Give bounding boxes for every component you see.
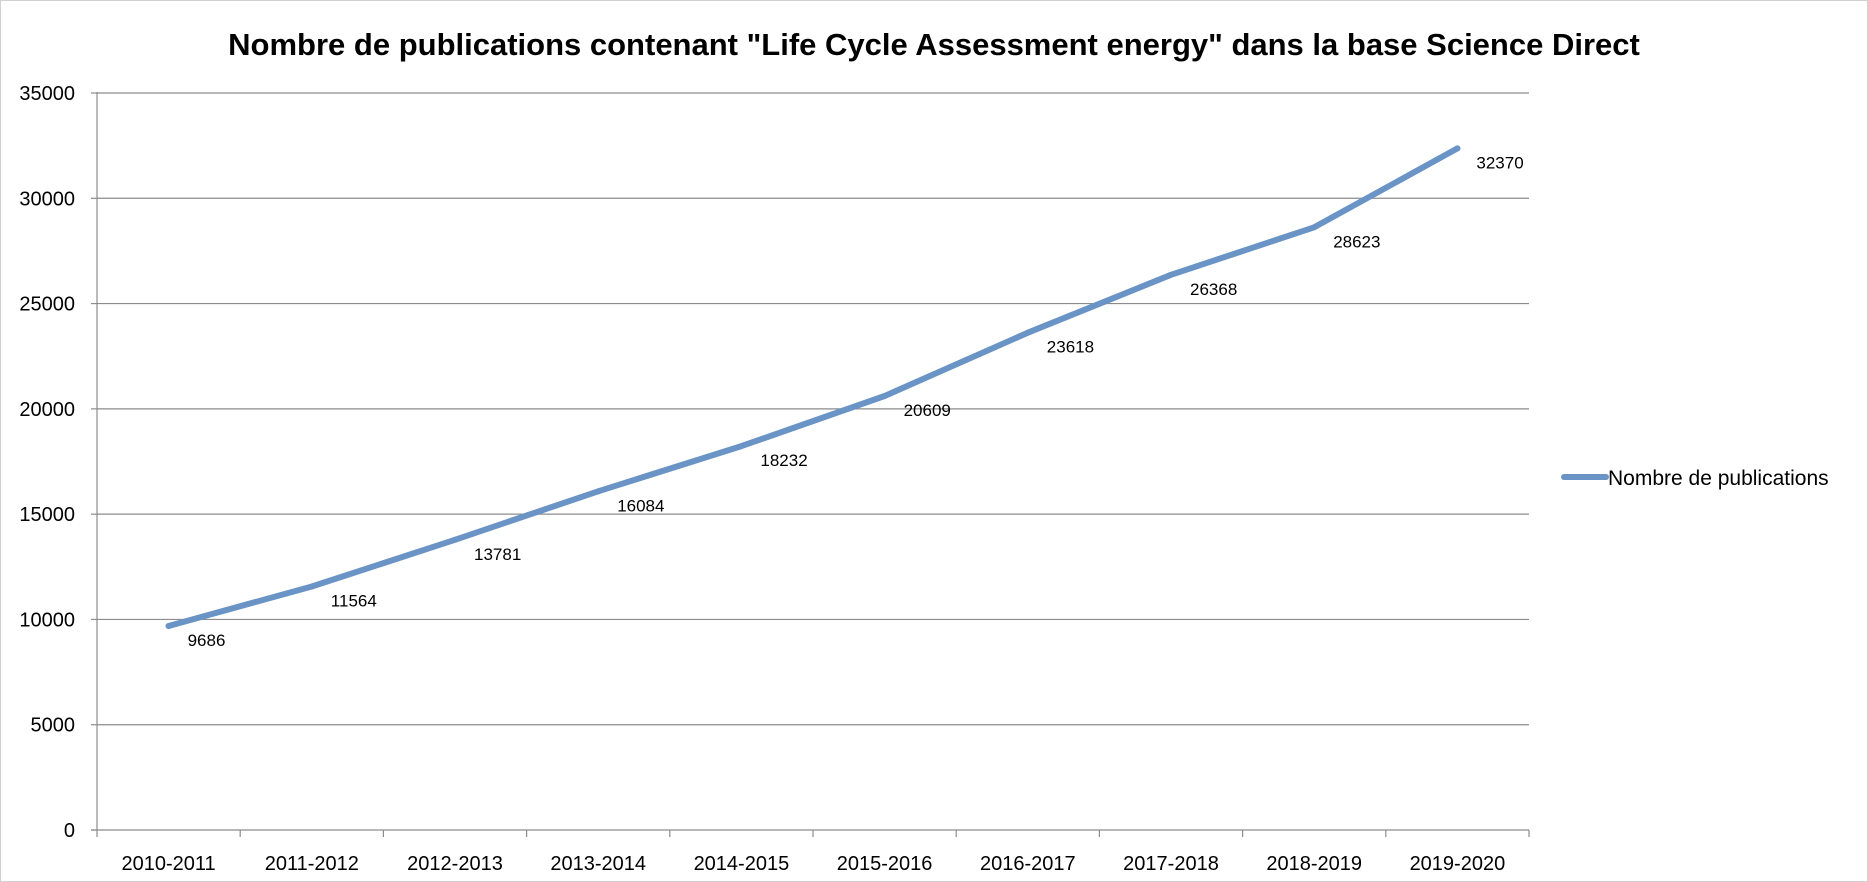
y-tick-label: 0	[64, 820, 75, 842]
axes	[91, 92, 1530, 837]
data-label: 23618	[1047, 338, 1094, 357]
y-tick-label: 35000	[19, 83, 75, 105]
data-point	[881, 393, 888, 400]
y-tick-label: 20000	[19, 399, 75, 421]
data-label: 32370	[1476, 153, 1523, 172]
gridlines	[97, 92, 1529, 726]
y-tick-label: 10000	[19, 609, 75, 631]
legend[interactable]: Nombre de publications	[1561, 467, 1829, 490]
data-point	[1168, 271, 1174, 278]
x-tick-label: 2016-2017	[980, 853, 1076, 875]
data-point	[738, 443, 745, 450]
data-label: 28623	[1333, 232, 1380, 251]
data-point	[308, 583, 315, 590]
chart-title: Nombre de publications contenant "Life C…	[228, 27, 1640, 62]
data-label: 9686	[188, 631, 226, 650]
y-tick-label: 30000	[19, 188, 75, 210]
data-point	[165, 623, 172, 630]
x-tick-label: 2015-2016	[837, 853, 933, 875]
x-tick-label: 2011-2012	[265, 853, 359, 875]
x-tick-label: 2014-2015	[694, 853, 790, 875]
data-label: 16084	[617, 496, 664, 515]
data-label: 26368	[1190, 280, 1237, 299]
data-label: 18232	[760, 451, 807, 470]
series-line	[165, 145, 1461, 629]
y-tick-label: 25000	[19, 294, 75, 316]
y-tick-label: 15000	[19, 504, 75, 526]
series-lines	[165, 145, 1461, 630]
x-tick-label: 2017-2018	[1123, 853, 1219, 875]
data-point	[1024, 329, 1031, 336]
data-label: 20609	[904, 401, 951, 420]
x-axis-tick-labels: 2010-2011 2011-2012 2012-2013 2013-2014 2014…	[122, 853, 1506, 875]
y-axis-tick-labels: 0 5000 10000 15000 20000 25000 30000 35000	[19, 83, 75, 842]
data-label: 13781	[474, 545, 521, 564]
data-labels: 9686 11564 13781 16084 18232 20609 23618 26368 2…	[188, 153, 1524, 650]
legend-label: Nombre de publications	[1608, 467, 1829, 490]
x-tick-label: 2013-2014	[550, 853, 646, 875]
x-tick-label: 2018-2019	[1266, 853, 1362, 875]
x-tick-label: 2019-2020	[1410, 853, 1506, 875]
x-tick-label: 2012-2013	[407, 853, 503, 875]
data-point	[452, 536, 458, 543]
x-tick-label: 2010-2011	[122, 853, 216, 875]
data-point	[1454, 145, 1461, 152]
data-label: 11564	[331, 591, 377, 610]
y-tick-label: 5000	[31, 715, 76, 737]
data-point	[595, 488, 602, 495]
data-point	[1311, 224, 1318, 231]
